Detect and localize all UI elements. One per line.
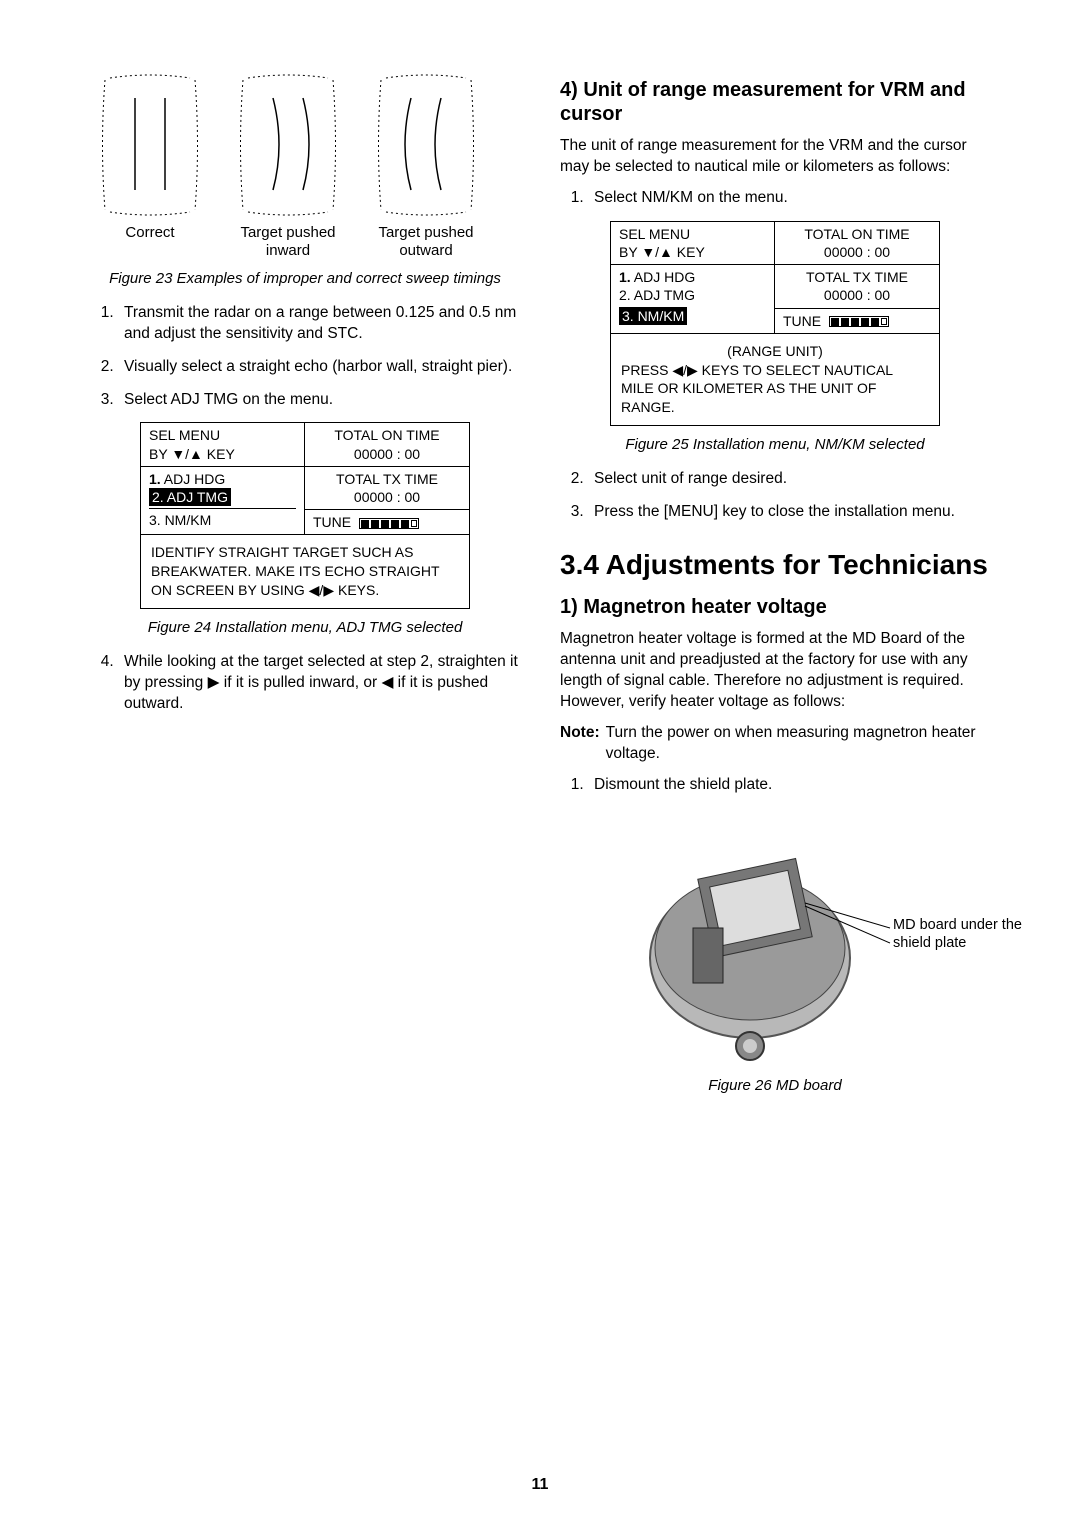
steps-list-2: While looking at the target selected at … — [90, 652, 520, 715]
total-on-value: 00000 : 00 — [313, 445, 461, 463]
total-on-value-2: 00000 : 00 — [783, 243, 931, 261]
sweep-inward: Target pushed inward — [228, 70, 348, 260]
by-key: BY ▼/▲ KEY — [149, 445, 296, 463]
tune-bar-icon-2 — [829, 316, 889, 327]
figure-23-caption: Figure 23 Examples of improper and corre… — [90, 270, 520, 289]
total-on-time: TOTAL ON TIME — [313, 426, 461, 444]
range-unit-title: (RANGE UNIT) — [621, 342, 929, 361]
figure-25-caption: Figure 25 Installation menu, NM/KM selec… — [560, 436, 990, 455]
step-3: Select ADJ TMG on the menu. — [118, 390, 520, 411]
note-row: Note: Turn the power on when measuring m… — [560, 723, 990, 765]
note-text: Turn the power on when measuring magnetr… — [606, 723, 990, 765]
heading-3-4: 3.4 Adjustments for Technicians — [560, 549, 990, 581]
menu-item-3: 3. NM/KM — [149, 508, 296, 529]
magnetron-steps: Dismount the shield plate. — [560, 775, 990, 796]
sweep-label-correct: Correct — [90, 224, 210, 242]
total-tx-value-2: 00000 : 00 — [783, 286, 931, 304]
vrm-steps-1: Select NM/KM on the menu. — [560, 188, 990, 209]
figure-26-caption: Figure 26 MD board — [560, 1077, 990, 1096]
sel-menu: SEL MENU — [149, 426, 296, 444]
step-2: Visually select a straight echo (harbor … — [118, 357, 520, 378]
menu2-item-2: 2. ADJ TMG — [619, 286, 766, 304]
magnetron-step-1: Dismount the shield plate. — [588, 775, 990, 796]
sweep-label-outward: Target pushed outward — [366, 224, 486, 260]
page-number: 11 — [0, 1476, 1080, 1494]
total-tx-time-2: TOTAL TX TIME — [783, 268, 931, 286]
menu2-item-3: 3. NM/KM — [619, 307, 766, 325]
md-board-figure: MD board under the shield plate Figure 2… — [560, 808, 990, 1096]
sweep-outward: Target pushed outward — [366, 70, 486, 260]
md-side-caption: MD board under the shield plate — [893, 916, 1043, 952]
md-board-icon — [635, 808, 915, 1068]
menu-item-1: 1. ADJ HDG — [149, 470, 296, 488]
vrm-step-1: Select NM/KM on the menu. — [588, 188, 990, 209]
sweep-examples-row: Correct Target pushed inward — [90, 70, 520, 260]
heading-4-vrm: 4) Unit of range measurement for VRM and… — [560, 78, 990, 126]
total-tx-time: TOTAL TX TIME — [313, 470, 461, 488]
sweep-correct: Correct — [90, 70, 210, 260]
vrm-step-2: Select unit of range desired. — [588, 469, 990, 490]
figure-24-caption: Figure 24 Installation menu, ADJ TMG sel… — [90, 619, 520, 638]
menu2-bottom: (RANGE UNIT) PRESS ◀/▶ KEYS TO SELECT NA… — [611, 333, 939, 426]
total-on-time-2: TOTAL ON TIME — [783, 225, 931, 243]
menu-item-2: 2. ADJ TMG — [149, 488, 296, 506]
menu2-item-1: 1. ADJ HDG — [619, 268, 766, 286]
tune-bar-icon — [359, 518, 419, 529]
note-label: Note: — [560, 723, 600, 765]
steps-list-1: Transmit the radar on a range between 0.… — [90, 303, 520, 411]
sel-menu-2: SEL MENU — [619, 225, 766, 243]
tune-label-2: TUNE — [783, 313, 821, 329]
total-tx-value: 00000 : 00 — [313, 488, 461, 506]
menu-adj-tmg: SEL MENU BY ▼/▲ KEY 1. ADJ HDG 2. ADJ TM… — [140, 422, 470, 609]
magnetron-paragraph: Magnetron heater voltage is formed at th… — [560, 629, 990, 713]
step-1: Transmit the radar on a range between 0.… — [118, 303, 520, 345]
sweep-label-inward: Target pushed inward — [228, 224, 348, 260]
vrm-steps-2: Select unit of range desired. Press the … — [560, 469, 990, 523]
heading-magnetron: 1) Magnetron heater voltage — [560, 595, 990, 619]
tune-label: TUNE — [313, 514, 351, 530]
by-key-2: BY ▼/▲ KEY — [619, 243, 766, 261]
menu-bottom-text: IDENTIFY STRAIGHT TARGET SUCH AS BREAKWA… — [141, 534, 469, 608]
vrm-step-3: Press the [MENU] key to close the instal… — [588, 502, 990, 523]
range-unit-text: PRESS ◀/▶ KEYS TO SELECT NAUTICAL MILE O… — [621, 361, 929, 418]
step-4: While looking at the target selected at … — [118, 652, 520, 715]
menu-nm-km: SEL MENU BY ▼/▲ KEY 1. ADJ HDG 2. ADJ TM… — [610, 221, 940, 427]
vrm-paragraph: The unit of range measurement for the VR… — [560, 136, 990, 178]
